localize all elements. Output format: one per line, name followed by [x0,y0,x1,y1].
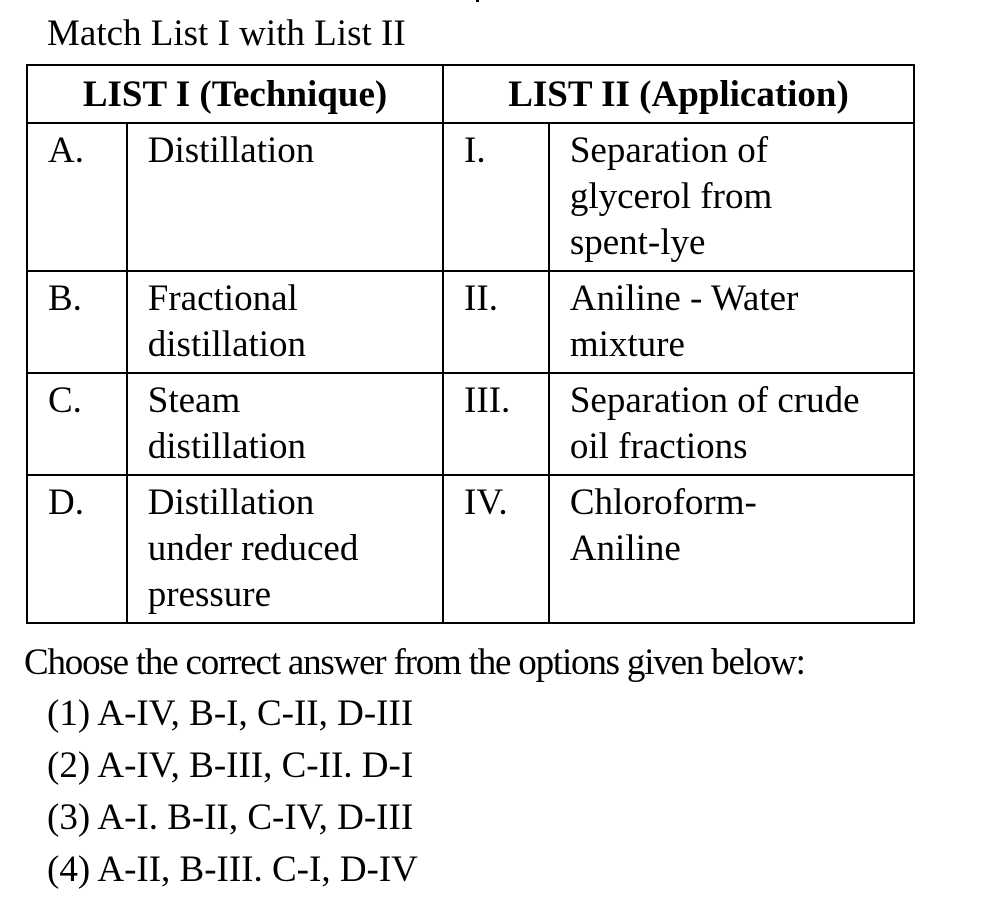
list2-header: LIST II (Application) [442,64,915,124]
list2-application: Separation of glycerol from spent-lye [547,122,916,272]
list2-key: IV. [442,474,550,624]
option-4[interactable]: (4) A-II, B-III. C-I, D-IV [47,849,418,890]
list1-technique: Fractional distillation [125,270,445,374]
text-line: distillation [147,426,307,467]
cropped-glyph [476,0,479,2]
table-header-row: LIST I (Technique) LIST II (Application) [25,64,915,124]
text-line: under reduced [147,528,359,569]
list1-header: LIST I (Technique) [25,64,445,124]
option-1[interactable]: (1) A-IV, B-I, C-II, D-III [47,693,414,734]
text-line: glycerol from [569,176,773,217]
text-line: Chloroform- [569,482,757,523]
list1-technique: Steam distillation [125,372,445,476]
cropped-text-fragment [468,0,494,4]
list2-key: III. [442,372,550,476]
text-line: Fractional [147,278,298,319]
list1-key: B. [26,270,128,374]
list1-key: D. [26,474,128,624]
list1-technique: Distillation [125,122,445,272]
list1-technique: Distillation under reduced pressure [125,474,445,624]
text-line: pressure [147,574,272,615]
list1-key: A. [26,122,128,272]
text-line: Separation of crude [569,380,860,421]
list1-key: C. [26,372,128,476]
list2-application: Chloroform- Aniline [547,474,916,624]
answer-instruction: Choose the correct answer from the optio… [24,642,806,683]
text-line: Separation of [569,130,769,171]
text-line: Distillation [147,130,315,171]
option-3[interactable]: (3) A-I. B-II, C-IV, D-III [47,797,414,838]
list2-key: II. [442,270,550,374]
match-table: LIST I (Technique) LIST II (Application)… [25,64,916,624]
table-row: C. Steam distillation III. Separation of… [26,372,916,476]
table-row: B. Fractional distillation II. Aniline -… [26,270,916,374]
list2-key: I. [442,122,550,272]
question-prompt: Match List I with List II [47,13,406,54]
list2-application: Aniline - Water mixture [547,270,916,374]
text-line: mixture [569,324,685,365]
text-line: Aniline [569,528,681,569]
list2-application: Separation of crude oil fractions [547,372,916,476]
table-row: A. Distillation I. Separation of glycero… [26,122,916,272]
text-line: spent-lye [569,222,706,263]
answer-options: (1) A-IV, B-I, C-II, D-III (2) A-IV, B-I… [47,688,418,896]
text-line: Distillation [147,482,315,523]
table-row: D. Distillation under reduced pressure I… [26,474,916,624]
option-2[interactable]: (2) A-IV, B-III, C-II. D-I [47,745,414,786]
text-line: oil fractions [569,426,748,467]
text-line: distillation [147,324,307,365]
text-line: Steam [147,380,241,421]
text-line: Aniline - Water [569,278,799,319]
